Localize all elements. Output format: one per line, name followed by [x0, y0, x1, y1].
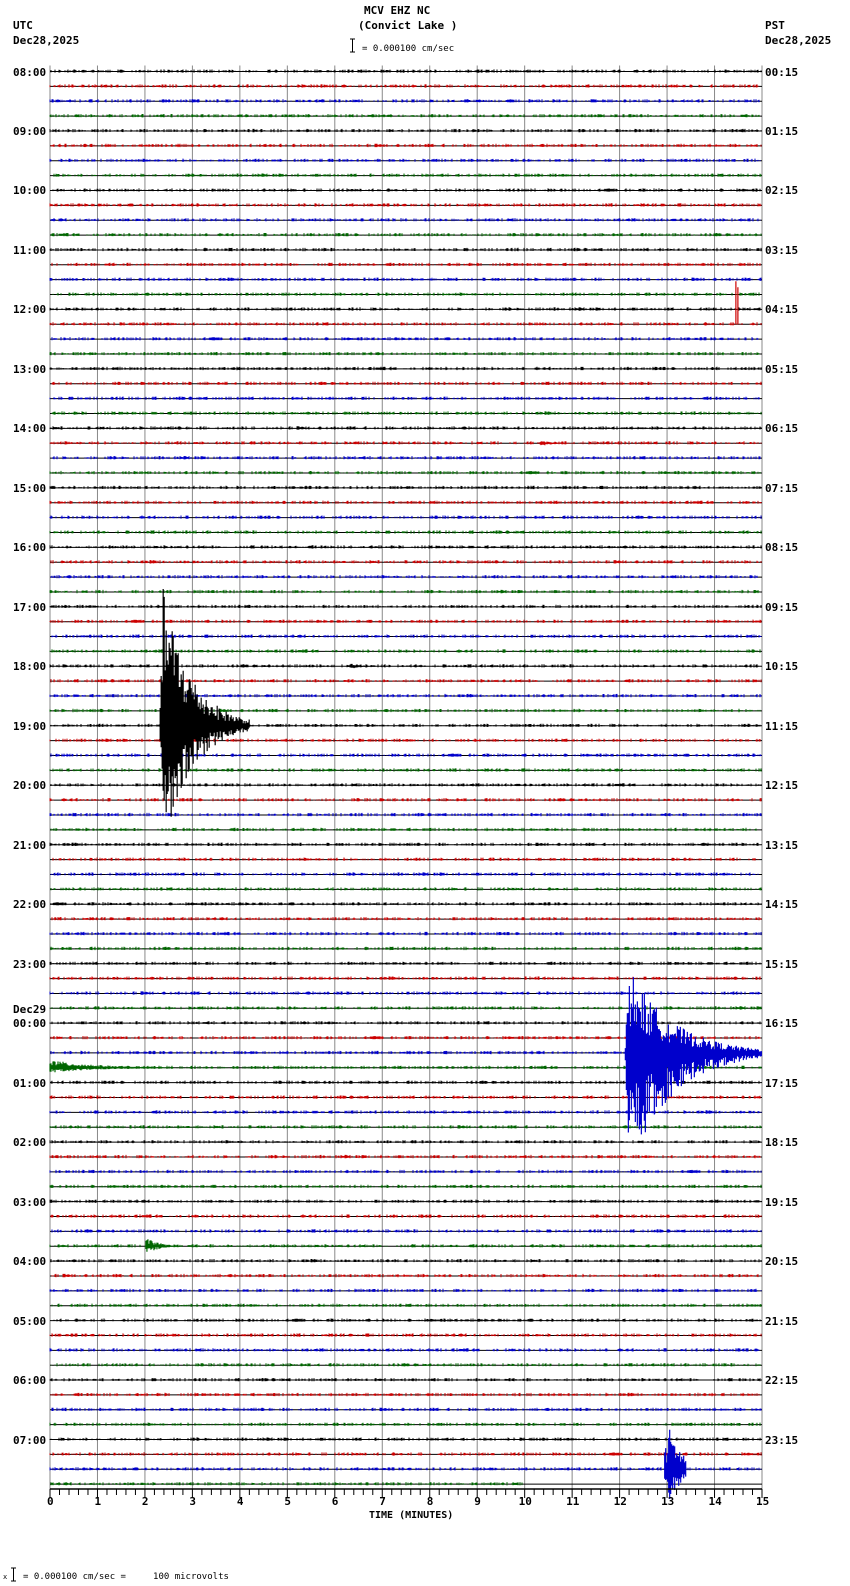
- utc-hour-label: 02:00: [13, 1136, 47, 1150]
- x-tick-label: 1: [94, 1495, 102, 1508]
- scale-bar-icon: [349, 38, 356, 53]
- pst-hour-label: 13:15: [765, 838, 799, 852]
- x-tick-label: 4: [236, 1495, 244, 1508]
- utc-hour-label: 23:00: [13, 957, 47, 971]
- x-tick-label: 13: [661, 1495, 675, 1508]
- legend-text: = 0.000100 cm/sec = 100 microvolts: [23, 1572, 229, 1582]
- utc-hour-label: 22:00: [13, 898, 47, 912]
- utc-hour-label: 13:00: [13, 362, 47, 376]
- x-tick-label: 5: [284, 1495, 291, 1508]
- x-tick-label: 7: [379, 1495, 386, 1508]
- utc-hour-label: 12:00: [13, 303, 47, 317]
- event-spike-1200: [735, 281, 739, 325]
- pst-hour-label: 21:15: [765, 1314, 799, 1328]
- event-minor-0345: [145, 1239, 183, 1252]
- x-axis-label: TIME (MINUTES): [369, 1510, 454, 1521]
- pst-hour-label: 03:15: [765, 243, 799, 257]
- date-change-label: Dec29: [13, 1003, 47, 1017]
- utc-hour-label: 03:00: [13, 1195, 47, 1209]
- utc-hour-label: 08:00: [13, 65, 47, 79]
- event-minor-2100: [705, 843, 715, 846]
- x-tick-label: 3: [189, 1495, 197, 1508]
- utc-hour-label: 00:00: [13, 1017, 47, 1031]
- scale-text: = 0.000100 cm/sec: [362, 44, 455, 54]
- pst-hour-label: 22:15: [765, 1374, 799, 1388]
- pst-hour-label: 23:15: [765, 1433, 799, 1447]
- event-minor-1345: [539, 441, 577, 446]
- utc-hour-label: 05:00: [13, 1314, 47, 1328]
- station-title: MCV EHZ NC: [364, 4, 431, 17]
- pst-hour-label: 10:15: [765, 660, 799, 674]
- legend-scale-icon: [10, 1567, 17, 1582]
- utc-hour-label: 15:00: [13, 481, 47, 495]
- x-tick-label: 2: [141, 1495, 149, 1508]
- utc-hour-label: 21:00: [13, 838, 47, 852]
- pst-hour-label: 01:15: [765, 124, 799, 138]
- utc-hour-label: 18:00: [13, 660, 47, 674]
- utc-hour-label: 20:00: [13, 779, 47, 793]
- event-blue-bursts-0730: [664, 1429, 687, 1499]
- utc-hour-label: 17:00: [13, 600, 47, 614]
- x-tick-label: 6: [331, 1495, 339, 1508]
- left-date: Dec28,2025: [13, 34, 80, 47]
- utc-hour-label: 14:00: [13, 422, 47, 436]
- utc-hour-label: 06:00: [13, 1374, 47, 1388]
- x-tick-label: 8: [426, 1495, 434, 1508]
- pst-hour-label: 19:15: [765, 1195, 799, 1209]
- x-tick-label: 10: [518, 1495, 532, 1508]
- pst-hour-label: 20:15: [765, 1255, 799, 1269]
- utc-hour-label: 19:00: [13, 719, 47, 733]
- utc-hour-label: 09:00: [13, 124, 47, 138]
- pst-hour-label: 15:15: [765, 957, 799, 971]
- pst-hour-label: 00:15: [765, 65, 799, 79]
- x-tick-label: 14: [708, 1495, 722, 1508]
- x-tick-label: 12: [613, 1495, 627, 1508]
- pst-hour-label: 08:15: [765, 541, 799, 555]
- x-tick-label: 0: [47, 1495, 54, 1508]
- utc-hour-label: 04:00: [13, 1255, 47, 1269]
- left-timezone: UTC: [13, 19, 33, 32]
- right-date: Dec28,2025: [765, 34, 832, 47]
- pst-hour-label: 16:15: [765, 1017, 799, 1031]
- utc-hour-label: 16:00: [13, 541, 47, 555]
- right-timezone: PST: [765, 19, 785, 32]
- x-tick-label: 15: [756, 1495, 770, 1508]
- pst-hour-label: 06:15: [765, 422, 799, 436]
- event-coda-0045: [49, 1061, 169, 1073]
- pst-hour-label: 17:15: [765, 1076, 799, 1090]
- pst-hour-label: 14:15: [765, 898, 799, 912]
- utc-hour-label: 01:00: [13, 1076, 47, 1090]
- utc-hour-label: 11:00: [13, 243, 47, 257]
- event-local-quake-1830: [159, 589, 250, 817]
- utc-hour-label: 07:00: [13, 1433, 47, 1447]
- pst-hour-label: 09:15: [765, 600, 799, 614]
- utc-hour-label: 10:00: [13, 184, 47, 198]
- legend-mark: x: [3, 1573, 8, 1581]
- pst-hour-label: 18:15: [765, 1136, 799, 1150]
- pst-hour-label: 05:15: [765, 362, 799, 376]
- pst-hour-label: 04:15: [765, 303, 799, 317]
- x-tick-label: 9: [474, 1495, 481, 1508]
- pst-hour-label: 12:15: [765, 779, 799, 793]
- station-location: (Convict Lake ): [358, 19, 458, 32]
- x-tick-label: 11: [566, 1495, 580, 1508]
- pst-hour-label: 11:15: [765, 719, 799, 733]
- pst-hour-label: 07:15: [765, 481, 799, 495]
- event-regional-quake-0030: [624, 977, 762, 1135]
- pst-hour-label: 02:15: [765, 184, 799, 198]
- event-minor-1800: [349, 663, 378, 669]
